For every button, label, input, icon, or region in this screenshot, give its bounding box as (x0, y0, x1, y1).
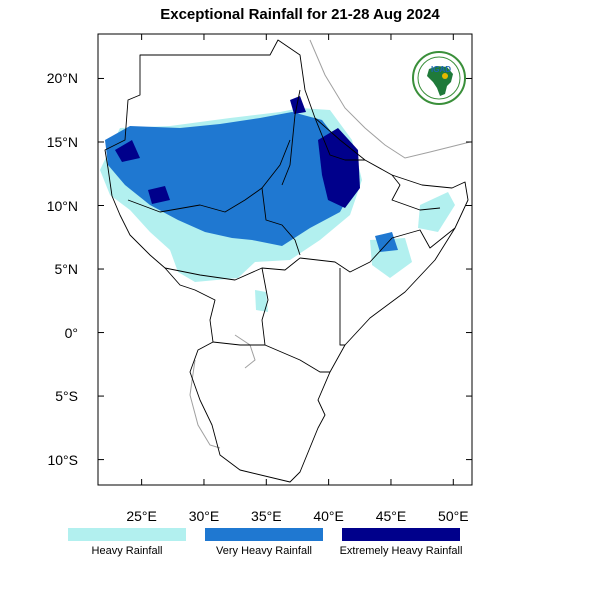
lon-label: 25°E (126, 508, 157, 524)
lon-label: 50°E (438, 508, 469, 524)
legend-swatch (205, 528, 323, 541)
border-ethiopia-somalia (391, 227, 456, 249)
lat-label: 15°N (46, 133, 78, 150)
border-south-sudan-east (261, 187, 301, 256)
extremely-heavy-rainfall-area (148, 186, 170, 204)
legend-label: Extremely Heavy Rainfall (339, 545, 463, 557)
legend-swatch (68, 528, 186, 541)
lat-label: 10°N (46, 197, 78, 214)
rainfall-layer (100, 96, 455, 312)
heavy-rainfall-area (418, 192, 455, 232)
legend-swatch (342, 528, 460, 541)
lake-coast-east (234, 334, 256, 369)
border-uganda-kenya (261, 267, 269, 346)
region-outline (104, 39, 469, 483)
border-djibouti (391, 174, 441, 211)
lake-coast-west (189, 359, 221, 449)
map-title: Exceptional Rainfall for 21-28 Aug 2024 (160, 6, 440, 23)
borders-layer (104, 39, 469, 483)
border-sudan-ethiopia (281, 89, 301, 186)
red-sea-coast (309, 39, 471, 159)
very-heavy-rainfall-area (105, 112, 352, 246)
border-kenya-tanzania (264, 344, 330, 373)
border-uganda-south (212, 341, 265, 346)
lat-label: 10°S (47, 451, 78, 468)
border-kenya-somalia (339, 268, 345, 346)
igad-logo: IGAD (412, 51, 466, 105)
extremely-heavy-rainfall-area (290, 96, 306, 114)
lat-label: 5°N (54, 261, 79, 278)
logo-text: IGAD (431, 65, 451, 74)
map-frame (97, 33, 473, 486)
lat-label: 5°S (55, 388, 78, 405)
border-south-sudan-south (164, 257, 301, 281)
heavy-rainfall-area (255, 290, 268, 312)
lon-label: 45°E (375, 508, 407, 524)
border-ethiopia-eritrea (314, 117, 365, 161)
coastline-layer (189, 39, 471, 449)
lon-label: 35°E (251, 508, 282, 524)
lat-label: 0° (64, 324, 78, 341)
lon-label: 40°E (313, 508, 344, 524)
border-sudan-south-sudan (127, 139, 291, 213)
logo-accent (442, 73, 448, 79)
legend-label: Heavy Rainfall (91, 545, 163, 557)
legend-label: Very Heavy Rainfall (216, 545, 312, 557)
logo-inner-ring (417, 56, 461, 100)
lat-label: 20°N (46, 70, 78, 87)
very-heavy-rainfall-area (375, 232, 398, 252)
tick-layer (98, 34, 472, 485)
extremely-heavy-rainfall-area (115, 140, 140, 162)
border-kenya-ethiopia (299, 237, 393, 273)
lon-label: 30°E (188, 508, 220, 524)
